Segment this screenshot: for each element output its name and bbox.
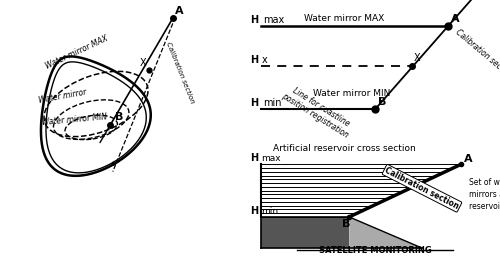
- Text: H: H: [250, 98, 258, 108]
- Text: Water mirror MAX: Water mirror MAX: [44, 34, 110, 70]
- Text: min: min: [264, 98, 282, 108]
- Text: Artificial reservoir cross section: Artificial reservoir cross section: [272, 144, 416, 153]
- Text: B: B: [342, 218, 351, 229]
- Text: max: max: [264, 15, 284, 25]
- Text: A: A: [175, 6, 184, 16]
- Text: Line for coastline
position registration: Line for coastline position registration: [280, 83, 355, 140]
- Text: Calibration section: Calibration section: [454, 28, 500, 80]
- Text: min: min: [261, 207, 278, 216]
- Text: Water mirror MIN: Water mirror MIN: [313, 89, 390, 98]
- Polygon shape: [349, 217, 422, 248]
- Text: H: H: [250, 55, 258, 65]
- Text: Water mirror: Water mirror: [38, 88, 87, 105]
- Text: Calibration section: Calibration section: [165, 41, 195, 105]
- Text: A: A: [450, 14, 459, 24]
- Text: A: A: [464, 154, 472, 164]
- Text: max: max: [261, 154, 280, 163]
- Text: SATELLITE MONITORING: SATELLITE MONITORING: [319, 246, 432, 255]
- Text: Calibration section: Calibration section: [384, 166, 460, 211]
- Text: Water mirror MAX: Water mirror MAX: [304, 14, 384, 23]
- Text: X: X: [140, 58, 146, 68]
- Text: Set of water
mirrors at different
reservoir levels: Set of water mirrors at different reserv…: [469, 178, 500, 211]
- Text: B: B: [378, 97, 386, 107]
- Text: x: x: [262, 55, 268, 65]
- Text: H: H: [250, 206, 258, 216]
- Text: Water mirror MIN: Water mirror MIN: [42, 112, 108, 127]
- Text: H: H: [250, 15, 258, 25]
- Text: H: H: [250, 153, 258, 163]
- Text: X: X: [414, 53, 421, 63]
- Text: B: B: [115, 112, 124, 122]
- Polygon shape: [261, 217, 349, 248]
